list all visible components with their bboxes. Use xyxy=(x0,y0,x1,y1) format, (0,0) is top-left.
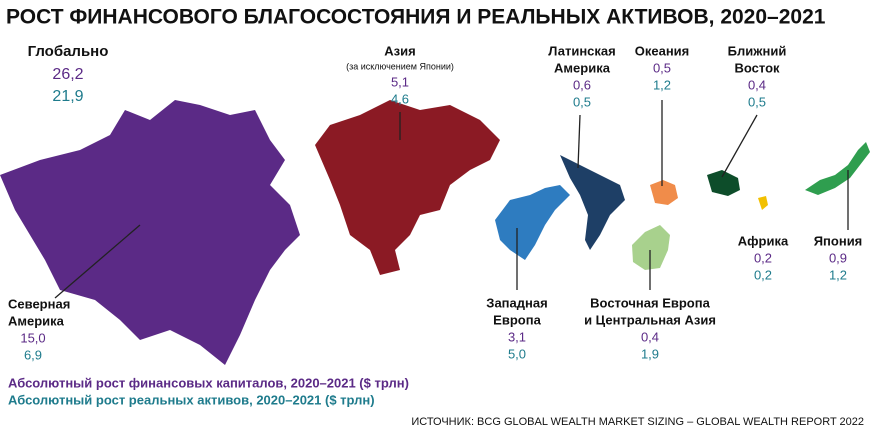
region-name: Западная xyxy=(486,295,547,310)
region-name: Латинская xyxy=(548,43,615,58)
region-name: Северная xyxy=(8,296,70,311)
legend-real: Абсолютный рост реальных активов, 2020–2… xyxy=(8,392,375,407)
financial-value: 5,1 xyxy=(391,74,409,89)
leader-line xyxy=(54,224,141,299)
region-name: Африка xyxy=(738,233,789,248)
map-shapes xyxy=(0,100,870,365)
region-name: Америка xyxy=(554,60,611,75)
real-value: 5,0 xyxy=(508,346,526,361)
source: ИСТОЧНИК: BCG GLOBAL WEALTH MARKET SIZIN… xyxy=(411,416,864,428)
real-value: 4,6 xyxy=(391,91,409,106)
title: РОСТ ФИНАНСОВОГО БЛАГОСОСТОЯНИЯ И РЕАЛЬН… xyxy=(6,6,826,29)
oceania-shape xyxy=(650,180,678,205)
latin-america-shape xyxy=(560,155,625,250)
africa-shape xyxy=(758,196,768,210)
real-value: 6,9 xyxy=(24,347,42,362)
global-real: 21,9 xyxy=(52,88,83,105)
financial-value: 0,5 xyxy=(653,60,671,75)
region-name: и Центральная Азия xyxy=(584,312,716,327)
western-europe-shape xyxy=(495,185,570,260)
asia-shape xyxy=(315,100,500,275)
legend-financial: Абсолютный рост финансовых капиталов, 20… xyxy=(8,375,409,390)
financial-value: 0,2 xyxy=(754,250,772,265)
global-financial: 26,2 xyxy=(52,66,83,83)
real-value: 1,2 xyxy=(829,267,847,282)
real-value: 1,9 xyxy=(641,346,659,361)
leader-lines xyxy=(54,100,849,299)
region-name: Япония xyxy=(814,233,863,248)
real-value: 1,2 xyxy=(653,77,671,92)
region-name: Океания xyxy=(635,43,690,58)
region-name: Восток xyxy=(734,60,780,75)
global-label: Глобально xyxy=(28,43,109,60)
region-name: Азия xyxy=(384,43,415,58)
real-value: 0,5 xyxy=(748,94,766,109)
japan-shape xyxy=(805,142,870,195)
middle-east-shape xyxy=(707,170,740,196)
financial-value: 15,0 xyxy=(20,330,45,345)
financial-value: 0,9 xyxy=(829,250,847,265)
leader-line xyxy=(577,114,581,169)
region-note: (за исключением Японии) xyxy=(346,61,454,71)
financial-value: 3,1 xyxy=(508,329,526,344)
region-name: Восточная Европа xyxy=(590,295,710,310)
eastern-europe-shape xyxy=(632,225,670,270)
financial-value: 0,4 xyxy=(748,77,766,92)
region-name: Америка xyxy=(8,313,65,328)
region-name: Европа xyxy=(493,312,541,327)
real-value: 0,2 xyxy=(754,267,772,282)
region-name: Ближний xyxy=(728,43,787,58)
real-value: 0,5 xyxy=(573,94,591,109)
financial-value: 0,4 xyxy=(641,329,659,344)
leader-line xyxy=(721,114,758,178)
north-america-shape xyxy=(0,100,300,365)
financial-value: 0,6 xyxy=(573,77,591,92)
